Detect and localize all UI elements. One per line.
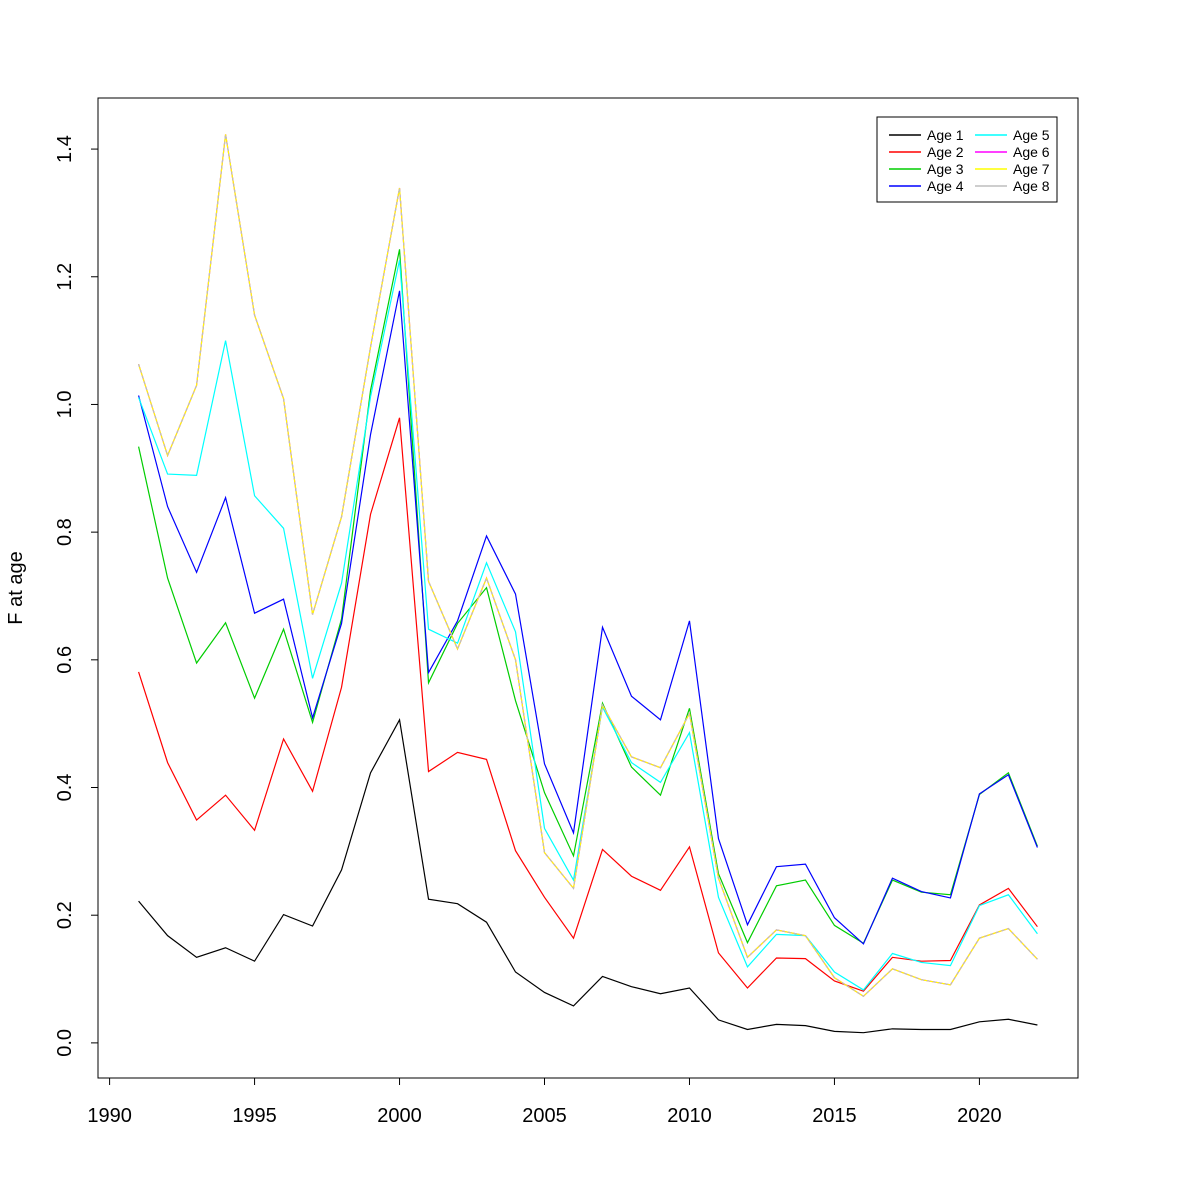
- legend-label-age-4: Age 4: [927, 178, 964, 194]
- legend-label-age-5: Age 5: [1013, 127, 1050, 143]
- series-line-age-2: [138, 417, 1038, 992]
- series-line-age-1: [138, 718, 1038, 1034]
- legend-box: [876, 116, 1058, 203]
- x-tick-label: 2005: [522, 1105, 567, 1127]
- legend-label-age-2: Age 2: [927, 144, 964, 160]
- x-axis: 1990 1995 2000 2005 2010 2015 2020: [87, 1077, 1002, 1127]
- x-tick-label: 2010: [667, 1105, 712, 1127]
- y-axis-label: F at age: [5, 551, 27, 624]
- x-tick-label: 2015: [812, 1105, 857, 1127]
- y-axis: 0.0 0.2 0.4 0.6 0.8 1.0 1.2 1.4: [54, 135, 99, 1057]
- legend-label-age-8: Age 8: [1013, 178, 1050, 194]
- x-tick-label: 1995: [232, 1105, 277, 1127]
- y-tick-label: 1.0: [54, 391, 76, 419]
- y-tick-label: 1.4: [54, 135, 76, 163]
- legend-label-age-7: Age 7: [1013, 161, 1050, 177]
- y-tick-label: 0.8: [54, 518, 76, 546]
- legend-label-age-1: Age 1: [927, 127, 964, 143]
- x-tick-label: 2000: [377, 1105, 422, 1127]
- legend-label-age-3: Age 3: [927, 161, 964, 177]
- x-tick-label: 2020: [957, 1105, 1002, 1127]
- y-tick-label: 0.0: [54, 1029, 76, 1057]
- series-layer: [138, 134, 1038, 1034]
- series-line-age-4: [138, 290, 1038, 945]
- y-tick-label: 1.2: [54, 263, 76, 291]
- y-tick-label: 0.4: [54, 774, 76, 802]
- legend-label-age-6: Age 6: [1013, 144, 1050, 160]
- series-line-age-8: [138, 134, 1038, 998]
- y-tick-label: 0.6: [54, 646, 76, 674]
- x-tick-label: 1990: [87, 1105, 132, 1127]
- y-tick-label: 0.2: [54, 901, 76, 929]
